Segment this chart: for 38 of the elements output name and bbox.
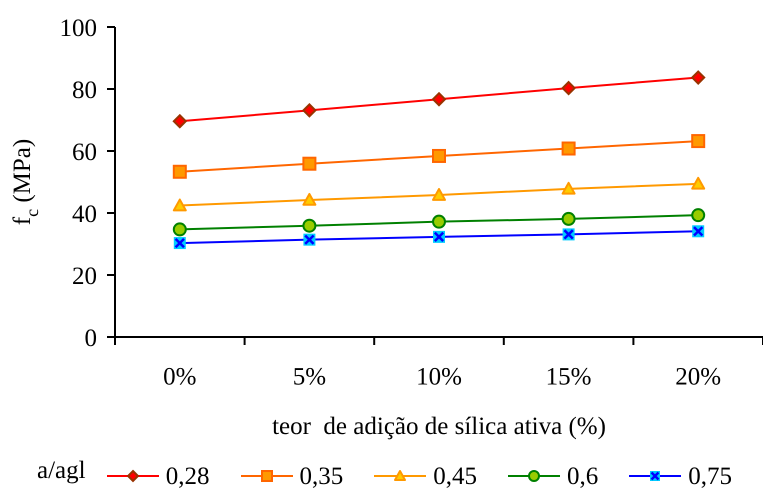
point (691, 176, 706, 190)
point (172, 164, 187, 179)
y-tick-label: 20 (72, 262, 97, 290)
point (302, 218, 316, 233)
legend-title: a/agl (37, 456, 87, 484)
x-tick-label: 15% (546, 364, 592, 390)
point (302, 192, 316, 206)
point (691, 208, 706, 222)
y-tick-label: 0 (84, 324, 97, 352)
x-tick-label: 10% (416, 364, 462, 390)
x-tick-label: 0% (163, 364, 196, 390)
point (691, 70, 706, 85)
point (432, 148, 446, 163)
point (562, 212, 576, 226)
point (172, 198, 187, 212)
legend-label: 0,6 (567, 462, 598, 488)
point (172, 114, 187, 128)
point (432, 92, 446, 106)
legend-label: 0,75 (688, 462, 732, 488)
point (562, 81, 576, 96)
legend-label: 0,28 (166, 462, 210, 488)
point (172, 222, 187, 236)
x-tick-label: 20% (675, 364, 722, 390)
legend-label: 0,35 (300, 462, 344, 488)
y-tick-label: 60 (72, 138, 97, 166)
point (432, 188, 446, 201)
point (432, 214, 446, 229)
x-tick-label: 5% (292, 364, 326, 390)
legend-label: 0,45 (433, 462, 477, 488)
point (562, 142, 576, 156)
point (302, 103, 316, 118)
y-tick-label: 100 (60, 14, 97, 42)
point (691, 134, 706, 148)
x-axis-title: teor de adição de sílica ativa (%) (272, 412, 606, 440)
point (562, 182, 576, 195)
point (302, 156, 316, 171)
y-tick-label: 80 (72, 76, 97, 104)
y-tick-label: 40 (72, 200, 97, 228)
